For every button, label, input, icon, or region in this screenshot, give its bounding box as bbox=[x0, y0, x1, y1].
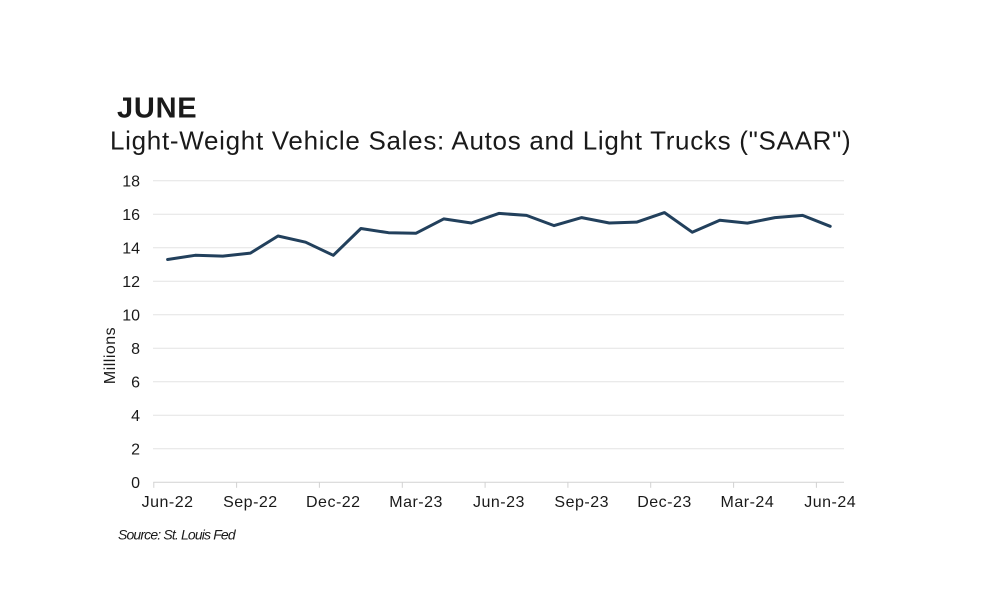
svg-text:JUNE: JUNE bbox=[117, 93, 197, 125]
svg-text:Source: St. Louis Fed: Source: St. Louis Fed bbox=[118, 527, 237, 543]
svg-text:16: 16 bbox=[122, 207, 140, 224]
svg-text:14: 14 bbox=[122, 241, 140, 258]
svg-text:0: 0 bbox=[131, 475, 140, 492]
svg-text:6: 6 bbox=[131, 375, 140, 392]
svg-text:12: 12 bbox=[122, 274, 140, 291]
svg-text:8: 8 bbox=[131, 341, 140, 358]
svg-text:Dec-23: Dec-23 bbox=[637, 494, 692, 511]
svg-text:Jun-23: Jun-23 bbox=[473, 494, 525, 511]
svg-text:Light-Weight Vehicle Sales: Au: Light-Weight Vehicle Sales: Autos and Li… bbox=[110, 126, 851, 156]
svg-text:10: 10 bbox=[122, 308, 140, 325]
svg-text:Mar-23: Mar-23 bbox=[389, 494, 443, 511]
svg-text:Dec-22: Dec-22 bbox=[306, 494, 361, 511]
svg-text:Millions: Millions bbox=[102, 327, 119, 384]
svg-text:Sep-23: Sep-23 bbox=[554, 494, 609, 511]
svg-text:Jun-22: Jun-22 bbox=[142, 494, 194, 511]
svg-text:2: 2 bbox=[131, 442, 140, 459]
svg-text:18: 18 bbox=[122, 174, 140, 191]
svg-text:4: 4 bbox=[131, 408, 140, 425]
svg-text:Jun-24: Jun-24 bbox=[804, 494, 856, 511]
svg-text:Sep-22: Sep-22 bbox=[223, 494, 278, 511]
svg-text:Mar-24: Mar-24 bbox=[721, 494, 775, 511]
